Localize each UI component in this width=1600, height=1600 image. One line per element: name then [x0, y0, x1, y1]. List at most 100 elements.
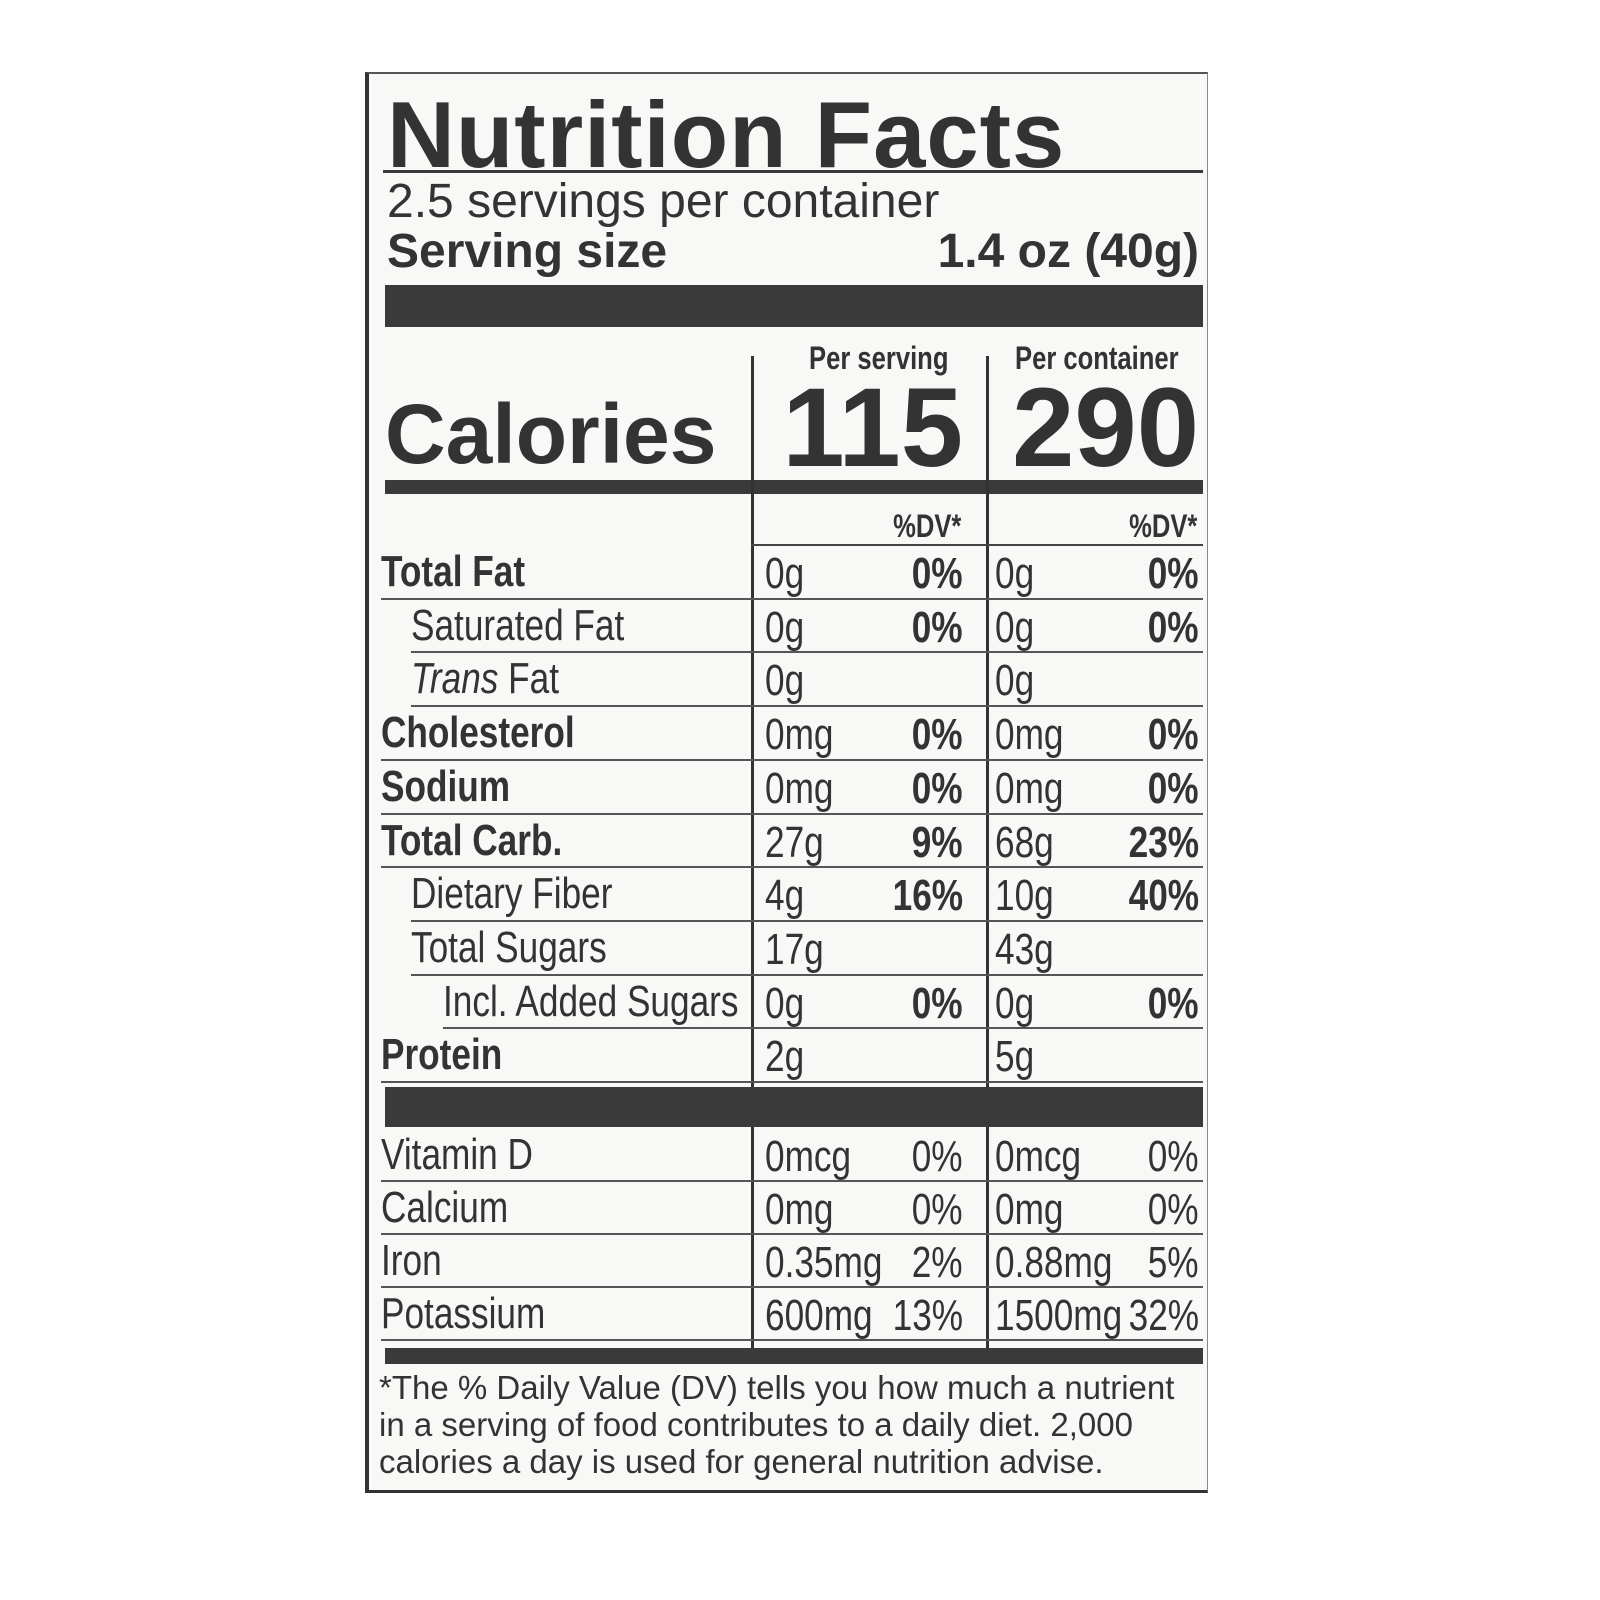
text: 0g	[995, 978, 1035, 1028]
text: Saturated Fat	[411, 600, 625, 650]
text: 4g	[765, 871, 805, 921]
nutrient-name: Trans Fat	[411, 657, 596, 701]
text: 0g	[765, 549, 805, 598]
text: 40%	[1128, 871, 1199, 921]
text: Total Carb.	[381, 815, 563, 865]
container-amount: 0g	[995, 552, 1044, 596]
rule	[381, 1081, 1203, 1083]
rule	[381, 758, 1203, 761]
text: 10g	[995, 871, 1054, 921]
text: 0%	[912, 602, 963, 652]
container-dv: 32%	[1111, 1294, 1199, 1338]
container-amount: 43g	[995, 924, 1068, 974]
text: 0%	[1148, 602, 1199, 652]
serving-dv: 2%	[899, 1241, 963, 1285]
nutrient-name: Dietary Fiber	[411, 872, 663, 916]
nutrient-name: Incl. Added Sugars	[443, 976, 812, 1026]
nutrient-name: Protein	[381, 1033, 533, 1077]
serving-amount: 0mg	[765, 1188, 851, 1232]
text: 5%	[1148, 1238, 1199, 1287]
serving-amount: 2g	[765, 1035, 814, 1079]
serving-amount: 0g	[765, 981, 814, 1026]
container-amount: 0mg	[995, 713, 1081, 757]
text: Total Sugars	[411, 922, 607, 972]
servings: 2.5 servings per container	[387, 175, 940, 228]
serving-size-value: 1.4 oz (40g)	[937, 225, 1199, 278]
text: Per serving	[809, 340, 949, 376]
footnote: *The % Daily Value (DV) tells you how mu…	[379, 1369, 1175, 1480]
serving-amount: 0g	[765, 602, 814, 652]
container-amount: 10g	[995, 874, 1068, 918]
text: 0%	[912, 1132, 963, 1181]
rule	[381, 1339, 1203, 1341]
thick-bar	[385, 1087, 1203, 1127]
text: 0g	[765, 656, 805, 706]
text: 0mcg	[995, 1132, 1082, 1181]
serving-amount: 0.35mg	[765, 1241, 912, 1285]
text: Calcium	[381, 1183, 509, 1232]
text: Trans Fat	[411, 657, 559, 701]
calories-label: Calories	[385, 387, 717, 481]
text: 32%	[1128, 1291, 1199, 1340]
text: Potassium	[381, 1289, 546, 1338]
container-dv: 0%	[1135, 552, 1199, 596]
container-amount: 0g	[995, 659, 1044, 703]
serving-dv: 0%	[899, 766, 963, 811]
dv-header: %DV*	[1112, 510, 1197, 542]
text: 0g	[995, 549, 1035, 598]
container-amount: 0g	[995, 978, 1044, 1028]
text: 0%	[1148, 549, 1199, 598]
text: 2%	[912, 1238, 963, 1287]
text: 0g	[765, 602, 805, 652]
container-amount: 5g	[995, 1035, 1044, 1079]
text: Incl. Added Sugars	[443, 976, 739, 1026]
text: Total Fat	[381, 547, 526, 596]
column-divider	[986, 356, 989, 1087]
dv-header: %DV*	[876, 510, 961, 542]
rule	[381, 1233, 1203, 1235]
container-amount: 68g	[995, 817, 1068, 867]
serving-amount: 0mcg	[765, 1135, 873, 1179]
rule	[381, 866, 1203, 869]
serving-amount: 0g	[765, 552, 814, 596]
text: 0%	[1148, 710, 1199, 760]
container-amount: 0mg	[995, 766, 1081, 811]
nutrient-name: Iron	[381, 1239, 457, 1283]
rule	[443, 1027, 1203, 1030]
rule	[751, 544, 1203, 546]
text: 0.88mg	[995, 1238, 1113, 1287]
text: 43g	[995, 924, 1054, 974]
text: 0g	[995, 656, 1035, 706]
text: 16%	[892, 871, 963, 921]
text: 27g	[765, 817, 824, 867]
nutrient-name: Total Fat	[381, 550, 561, 594]
text: 0mg	[765, 710, 834, 760]
container-dv: 0%	[1135, 766, 1199, 811]
serving-dv: 0%	[899, 552, 963, 596]
text: 68g	[995, 817, 1054, 867]
container-dv: 0%	[1135, 602, 1199, 652]
rule	[383, 170, 1203, 173]
rule	[381, 812, 1203, 815]
text: 0%	[912, 710, 963, 760]
serving-dv: 0%	[899, 981, 963, 1026]
text: Sodium	[381, 761, 511, 811]
rule	[411, 973, 1203, 976]
serving-amount: 600mg	[765, 1294, 900, 1338]
nutrition-label: Nutrition Facts 2.5 servings per contain…	[365, 72, 1208, 1493]
container-amount: 0mg	[995, 1188, 1081, 1232]
per-serving-header: Per serving	[809, 342, 983, 374]
text: Dietary Fiber	[411, 869, 613, 919]
nutrient-name: Calcium	[381, 1186, 540, 1230]
text: 0mg	[765, 763, 834, 813]
nutrient-name: Cholesterol	[381, 711, 623, 755]
text: 1500mg	[995, 1291, 1123, 1340]
text: 0.35mg	[765, 1238, 883, 1287]
column-divider	[986, 1127, 989, 1348]
column-divider	[751, 356, 754, 1087]
calories-per-container: 290	[1012, 365, 1199, 490]
serving-dv: 16%	[875, 874, 963, 918]
calories-per-serving: 115	[782, 365, 963, 490]
nutrient-name: Vitamin D	[381, 1133, 571, 1177]
